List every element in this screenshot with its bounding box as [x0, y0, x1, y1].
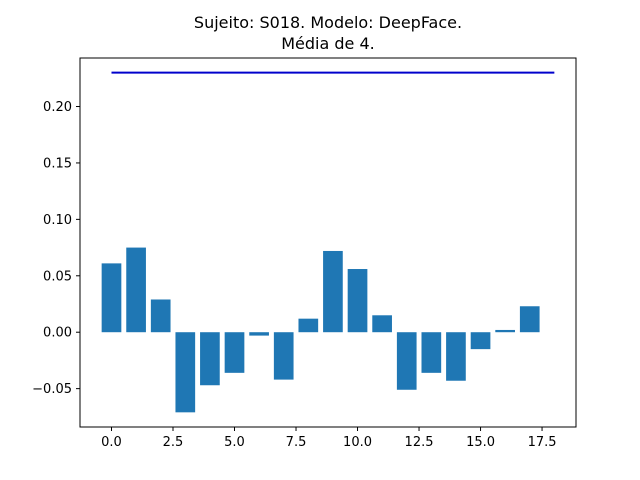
plot-area: 0.0 2.5 5.0 7.5 10.0 12.5 15.0 17.5 −0.05 0.00 0.0…	[32, 57, 577, 450]
chart-title-line-1: Sujeito: S018. Modelo: DeepFace.	[194, 13, 462, 32]
x-tick-label: 12.5	[405, 435, 434, 450]
bar	[347, 269, 368, 333]
chart-title-line-2: Média de 4.	[281, 34, 375, 53]
bar	[249, 332, 269, 336]
bar	[298, 318, 319, 333]
bar	[519, 306, 540, 333]
x-tick-label: 15.0	[466, 435, 495, 450]
bar	[396, 332, 417, 390]
x-tick-label: 2.5	[163, 435, 184, 450]
y-tick-label: 0.05	[43, 269, 72, 284]
bar	[273, 332, 294, 380]
x-tick-label: 7.5	[286, 435, 307, 450]
bar	[150, 299, 171, 333]
y-tick-label: −0.05	[32, 382, 72, 397]
bar	[372, 315, 392, 333]
bar	[224, 332, 245, 373]
y-tick-label: 0.15	[43, 156, 72, 171]
bar	[175, 332, 196, 413]
bar	[495, 329, 515, 333]
y-tick-label: 0.00	[43, 326, 72, 341]
x-tick-label: 0.0	[101, 435, 122, 450]
bar	[323, 250, 343, 333]
y-tick-label: 0.20	[43, 100, 72, 115]
y-tick-label: 0.10	[43, 213, 72, 228]
x-tick-label: 17.5	[528, 435, 557, 450]
x-tick-label: 5.0	[224, 435, 245, 450]
x-tick-label: 10.0	[343, 435, 372, 450]
bar	[470, 332, 491, 350]
bar	[101, 263, 122, 333]
bar	[421, 332, 442, 373]
bar	[446, 332, 466, 381]
bar	[126, 247, 146, 333]
axes-frame	[79, 57, 577, 428]
bar	[200, 332, 220, 386]
